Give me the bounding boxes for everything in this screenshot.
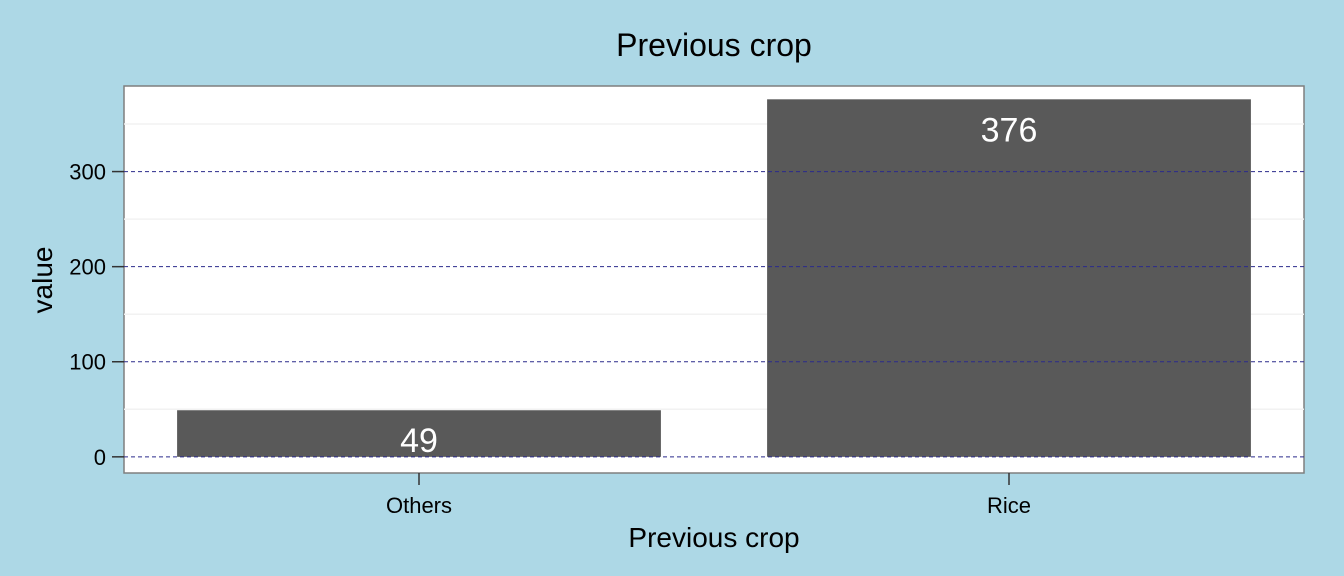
x-axis-title: Previous crop	[628, 522, 799, 553]
data-label-rice: 376	[981, 111, 1038, 149]
x-axis: Others Rice	[386, 473, 1031, 518]
chart-title: Previous crop	[616, 27, 812, 63]
bar-others	[177, 410, 661, 457]
bar-rice	[767, 99, 1251, 457]
x-tick-label-others: Others	[386, 493, 452, 518]
y-axis-title: value	[27, 247, 58, 314]
data-labels: 49 376	[400, 111, 1037, 460]
bars	[124, 99, 1304, 458]
y-tick-label: 100	[69, 350, 106, 375]
x-tick-label-rice: Rice	[987, 493, 1031, 518]
data-label-others: 49	[400, 422, 438, 460]
y-tick-label: 200	[69, 255, 106, 280]
y-axis: 0 100 200 300	[69, 160, 124, 470]
y-tick-label: 0	[94, 445, 106, 470]
y-tick-label: 300	[69, 160, 106, 185]
